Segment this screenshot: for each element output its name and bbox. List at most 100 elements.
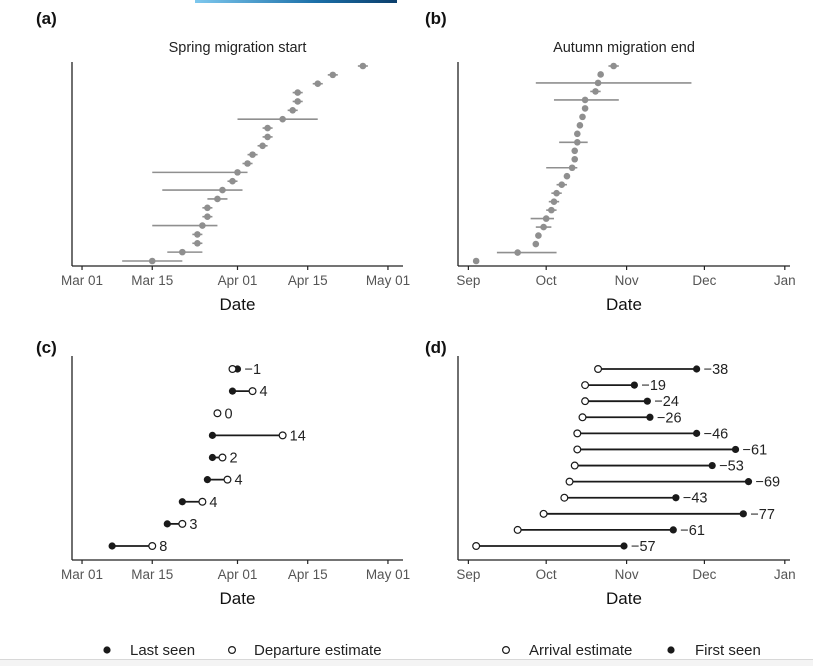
data-point <box>234 169 241 176</box>
data-point <box>597 71 604 78</box>
departure-estimate-point <box>148 541 157 550</box>
legend-label: Departure estimate <box>254 642 382 659</box>
difference-label: −38 <box>704 362 729 378</box>
departure-estimate-point <box>218 453 227 462</box>
difference-label: −61 <box>743 442 768 458</box>
panel-c: (c)Mar 01 Mar 15 Apr 01 Apr 15 May 01Date834… <box>36 338 410 659</box>
data-point <box>576 122 584 129</box>
difference-label: −46 <box>704 426 729 442</box>
chart-title: Spring migration start <box>169 40 307 56</box>
departure-estimate-point <box>178 519 187 528</box>
data-point <box>294 89 301 96</box>
difference-label: −1 <box>245 362 262 378</box>
x-tick-label: May 01 <box>366 567 410 582</box>
last-seen-point <box>208 453 217 462</box>
top-accent-bar <box>195 0 397 3</box>
x-tick-label: Mar 15 <box>131 567 173 582</box>
first-seen-point <box>739 510 747 518</box>
difference-label: −61 <box>680 523 705 539</box>
data-point <box>294 98 301 105</box>
data-point <box>314 80 322 88</box>
data-point <box>199 222 206 229</box>
difference-label: 4 <box>234 473 242 489</box>
x-tick-label: Oct <box>536 273 557 288</box>
data-point <box>289 107 296 114</box>
arrival-estimate-point <box>581 381 590 390</box>
data-point <box>581 96 589 104</box>
legend-label: First seen <box>695 642 761 659</box>
last-seen-point <box>178 498 186 506</box>
x-axis-label: Date <box>220 295 256 314</box>
data-point <box>279 115 286 123</box>
difference-label: −43 <box>683 491 708 507</box>
panel-tag: (d) <box>425 338 447 357</box>
data-point <box>472 257 480 265</box>
x-tick-label: Mar 01 <box>61 273 103 288</box>
legend-open-marker <box>502 645 511 654</box>
x-tick-label: Apr 01 <box>218 567 258 582</box>
data-point <box>264 124 271 132</box>
data-point <box>204 213 211 220</box>
arrival-estimate-point <box>594 365 603 374</box>
data-point <box>563 172 571 180</box>
first-seen-point <box>708 461 716 470</box>
x-tick-label: Dec <box>692 273 716 288</box>
first-seen-point <box>672 494 680 502</box>
panel-d: (d) Sep Oct Nov Dec Jan Date −57 −61 −77 −43 −69 −53… <box>425 338 796 659</box>
arrival-estimate-point <box>573 429 582 438</box>
data-point <box>553 189 560 197</box>
data-point <box>219 186 226 194</box>
arrival-estimate-point <box>565 477 574 486</box>
data-point <box>264 133 271 141</box>
x-tick-label: Jan <box>774 273 796 288</box>
x-tick-label: Nov <box>615 273 639 288</box>
arrival-estimate-point <box>573 445 582 454</box>
x-tick-label: Mar 15 <box>131 273 173 288</box>
x-tick-label: Mar 01 <box>61 567 103 582</box>
first-seen-point <box>744 478 753 486</box>
data-point <box>594 79 602 87</box>
arrival-estimate-point <box>560 493 569 502</box>
departure-estimate-point <box>228 365 237 374</box>
data-point <box>532 240 540 248</box>
data-point <box>244 160 251 167</box>
page-footer-strip <box>0 659 813 666</box>
panel-tag: (b) <box>425 9 447 28</box>
departure-estimate-point <box>223 475 232 484</box>
first-seen-point <box>646 413 654 421</box>
data-point <box>571 147 579 155</box>
legend: Last seen Departure estimate <box>103 642 382 659</box>
data-point <box>259 142 266 150</box>
data-point <box>592 88 599 95</box>
legend-label: Arrival estimate <box>529 642 632 659</box>
data-point <box>610 62 617 70</box>
difference-label: 0 <box>224 406 232 422</box>
first-seen-point <box>731 445 740 454</box>
arrival-estimate-point <box>578 413 587 422</box>
data-point <box>548 206 555 214</box>
difference-label: 14 <box>290 428 306 444</box>
difference-label: −57 <box>631 539 656 555</box>
departure-estimate-point <box>248 387 257 396</box>
x-tick-label: Dec <box>692 567 716 582</box>
difference-label: 4 <box>260 384 268 400</box>
legend: Arrival estimate First seen <box>502 642 761 659</box>
data-point <box>568 164 576 172</box>
arrival-estimate-point <box>581 397 590 406</box>
data-point <box>540 223 547 231</box>
x-tick-label: Apr 01 <box>218 273 258 288</box>
difference-label: 2 <box>229 451 237 467</box>
data-point <box>574 130 581 138</box>
data-point <box>148 257 156 265</box>
x-tick-label: Nov <box>615 567 639 582</box>
difference-label: −24 <box>654 394 679 410</box>
x-axis-label: Date <box>606 295 642 314</box>
data-point <box>214 195 221 203</box>
last-seen-point <box>203 476 212 484</box>
first-seen-point <box>693 429 701 437</box>
data-point <box>179 248 186 256</box>
difference-label: −69 <box>756 475 781 491</box>
legend-open-marker <box>228 645 237 654</box>
data-point <box>194 231 201 238</box>
